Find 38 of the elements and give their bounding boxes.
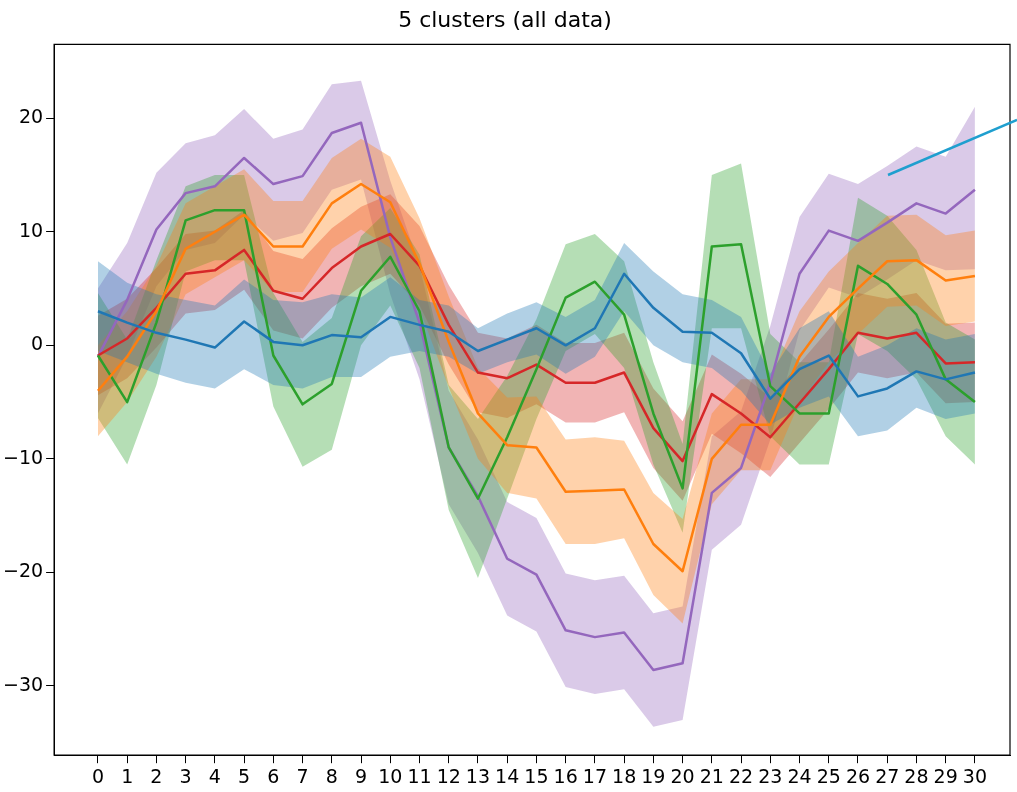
x-tick-label: 19 — [641, 764, 666, 787]
x-tick-label: 29 — [933, 764, 958, 787]
y-tick-label: 10 — [18, 218, 44, 241]
x-tick-label: 2 — [150, 764, 163, 787]
x-tick-label: 0 — [91, 764, 104, 787]
x-tick-label: 8 — [325, 764, 338, 787]
x-tick-label: 27 — [875, 764, 900, 787]
x-tick-label: 15 — [524, 764, 549, 787]
x-tick-label: 28 — [904, 764, 929, 787]
y-tick-label: −20 — [2, 559, 44, 582]
x-tick-label: 26 — [845, 764, 871, 787]
x-tick-label: 11 — [407, 764, 432, 787]
x-tick-label: 10 — [378, 764, 403, 787]
x-tick-label: 20 — [670, 764, 695, 787]
x-tick-label: 4 — [208, 764, 221, 787]
x-tick-label: 21 — [699, 764, 724, 787]
x-tick-label: 9 — [354, 764, 368, 787]
x-tick-label: 18 — [612, 764, 637, 787]
x-tick-label: 17 — [582, 764, 607, 787]
x-tick-label: 22 — [728, 764, 754, 787]
x-tick-label: 6 — [267, 764, 280, 787]
x-tick-label: 23 — [758, 764, 783, 787]
x-tick-label: 25 — [816, 764, 841, 787]
x-tick-label: 7 — [296, 764, 309, 787]
x-tick-label: 13 — [465, 764, 491, 787]
y-tick-label: −30 — [2, 672, 44, 695]
y-tick-label: 20 — [18, 105, 44, 128]
chart-title: 5 clusters (all data) — [398, 6, 612, 32]
x-tick-label: 1 — [121, 764, 134, 787]
x-tick-label: 12 — [436, 764, 461, 787]
x-tick-label: 16 — [553, 764, 578, 787]
x-tick-label: 3 — [179, 764, 192, 787]
y-tick-label: −10 — [2, 445, 44, 468]
x-tick-label: 24 — [787, 764, 812, 787]
y-tick-label: 0 — [31, 332, 44, 355]
x-tick-label: 30 — [962, 764, 988, 787]
x-tick-label: 14 — [495, 764, 520, 787]
x-tick-label: 5 — [238, 764, 251, 787]
